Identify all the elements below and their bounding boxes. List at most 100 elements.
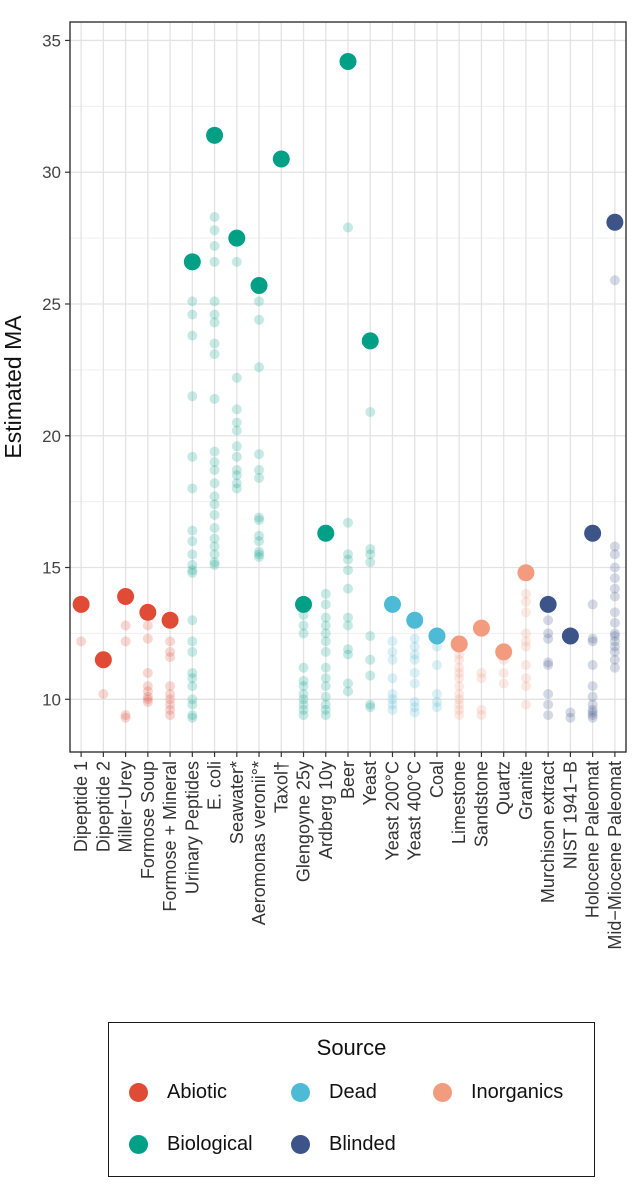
data-point	[187, 565, 198, 576]
data-point	[520, 641, 531, 652]
max-point	[250, 277, 268, 295]
data-point	[476, 673, 487, 684]
data-point	[587, 712, 598, 723]
x-tick-label: Dipeptide 2	[93, 761, 113, 852]
data-point	[187, 549, 198, 560]
data-point	[320, 636, 331, 647]
x-tick-label: Murchison extract	[538, 761, 558, 903]
data-point	[587, 691, 598, 702]
data-point	[609, 617, 620, 628]
y-tick-label: 35	[42, 31, 61, 50]
data-point	[165, 694, 176, 705]
data-point	[454, 662, 465, 673]
data-point	[254, 296, 265, 307]
legend-item-dead: Dead	[291, 1081, 377, 1104]
data-point	[543, 710, 554, 721]
data-point	[187, 694, 198, 705]
data-point	[454, 699, 465, 710]
data-point	[187, 710, 198, 721]
data-point	[431, 660, 442, 671]
max-point	[272, 150, 290, 168]
data-point	[365, 702, 376, 713]
data-point	[209, 478, 220, 489]
data-point	[142, 686, 153, 697]
legend-label-abiotic: Abiotic	[167, 1081, 228, 1103]
data-point	[187, 309, 198, 320]
data-point	[498, 678, 509, 689]
x-tick-label: Formose Soup	[138, 761, 158, 879]
data-point	[454, 694, 465, 705]
data-point	[187, 567, 198, 578]
max-point	[183, 253, 201, 271]
data-point	[609, 654, 620, 665]
data-point	[254, 512, 265, 523]
data-point	[231, 417, 242, 428]
data-point	[254, 551, 265, 562]
data-point	[498, 667, 509, 678]
data-point	[387, 689, 398, 700]
max-point	[161, 611, 179, 629]
data-point	[587, 704, 598, 715]
x-tick-label: Mid−Miocene Paleomat	[605, 761, 625, 950]
data-point	[209, 317, 220, 328]
data-point	[609, 628, 620, 639]
data-point	[343, 222, 353, 233]
max-point	[517, 564, 535, 582]
max-point	[406, 611, 424, 629]
data-point	[454, 654, 465, 665]
data-point	[187, 636, 198, 647]
data-point	[587, 707, 598, 718]
legend: Source Abiotic Dead Inorganics Biologica…	[108, 1022, 595, 1177]
x-tick-label: NIST 1941−B	[560, 761, 580, 869]
data-point	[231, 404, 242, 415]
data-point	[476, 667, 487, 678]
data-point	[320, 699, 331, 710]
data-point	[187, 536, 198, 547]
data-point	[142, 620, 153, 631]
data-point	[609, 631, 620, 642]
data-point	[187, 391, 198, 402]
data-point	[454, 689, 465, 700]
data-point	[165, 710, 176, 721]
data-point	[254, 449, 265, 460]
data-point	[298, 662, 309, 673]
data-point	[209, 559, 220, 570]
data-point	[298, 620, 309, 631]
data-point	[409, 641, 420, 652]
data-point	[76, 636, 87, 647]
data-point	[320, 673, 331, 684]
data-point	[587, 660, 598, 671]
max-point	[339, 53, 357, 71]
data-point	[254, 465, 265, 476]
data-point	[254, 530, 265, 541]
data-point	[165, 681, 176, 692]
x-tick-label: Miller−Urey	[116, 761, 136, 853]
data-point	[587, 599, 598, 610]
data-point	[165, 636, 176, 647]
legend-swatch-blinded	[291, 1135, 310, 1154]
legend-label-blinded: Blinded	[329, 1133, 396, 1155]
data-point	[254, 536, 265, 547]
legend-label-dead: Dead	[329, 1081, 377, 1103]
data-point	[609, 583, 620, 594]
data-point	[476, 710, 487, 721]
legend-label-inorganics: Inorganics	[471, 1081, 564, 1103]
data-point	[298, 675, 309, 686]
data-point	[187, 712, 198, 723]
data-point	[209, 533, 220, 544]
x-tick-label: Limestone	[449, 761, 469, 844]
data-point	[520, 628, 531, 639]
data-point	[187, 525, 198, 536]
x-tick-label: Urinary Peptides	[182, 761, 202, 894]
max-point	[495, 643, 513, 661]
y-tick-label: 10	[42, 690, 61, 709]
data-point	[609, 562, 620, 573]
data-point	[187, 646, 198, 657]
data-point	[209, 465, 220, 476]
data-point	[320, 710, 331, 721]
legend-swatch-dead	[291, 1083, 310, 1102]
data-point	[409, 696, 420, 707]
data-point	[120, 620, 131, 631]
data-point	[409, 654, 420, 665]
data-point	[587, 633, 598, 644]
